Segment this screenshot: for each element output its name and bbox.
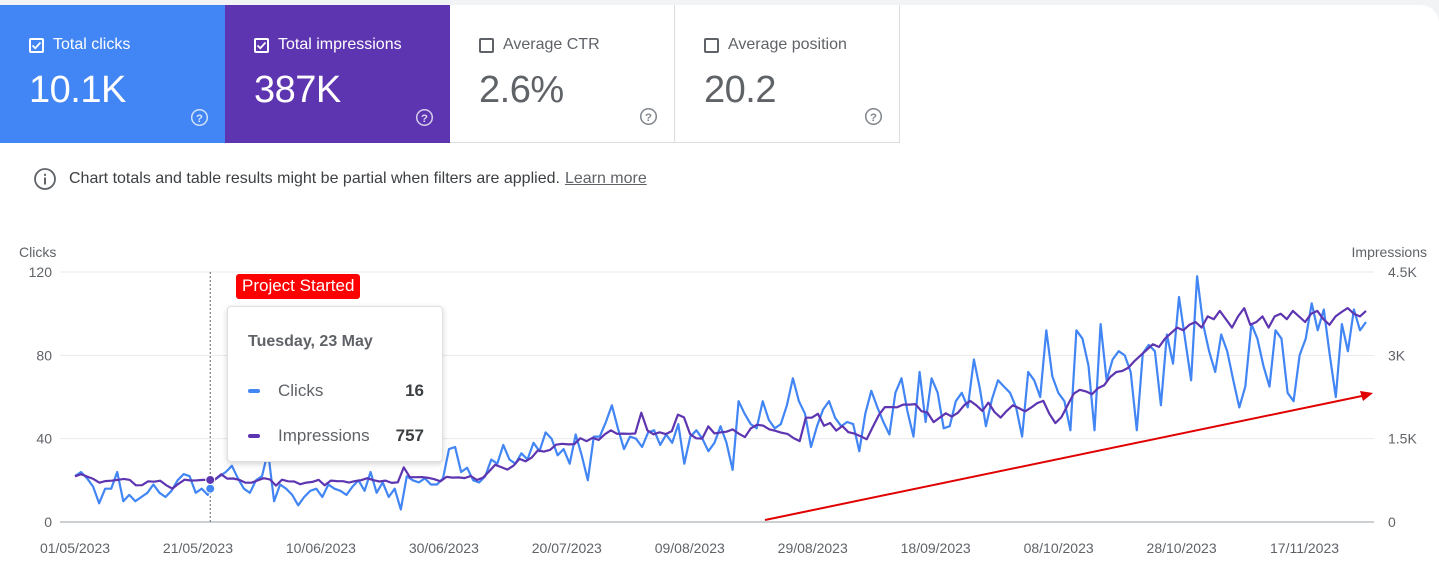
info-icon: [34, 168, 56, 190]
svg-text:?: ?: [870, 112, 877, 124]
y-right-tick-label: 0: [1388, 514, 1396, 530]
y-left-axis-label: Clicks: [19, 244, 56, 260]
tooltip-value: 16: [405, 381, 424, 400]
filter-notice: Chart totals and table results might be …: [33, 167, 647, 191]
metric-card-average-ctr[interactable]: Average CTR 2.6% ?: [450, 5, 675, 143]
hover-point-clicks: [205, 483, 216, 494]
x-tick-label: 17/11/2023: [1270, 540, 1339, 556]
metric-value: 10.1K: [29, 69, 126, 111]
help-icon[interactable]: ?: [415, 108, 434, 127]
legend-swatch-clicks: [248, 389, 260, 393]
metric-card-average-position[interactable]: Average position 20.2 ?: [675, 5, 900, 143]
metric-value: 2.6%: [479, 69, 564, 111]
notice-text: Chart totals and table results might be …: [69, 170, 560, 187]
help-icon[interactable]: ?: [864, 107, 883, 126]
help-icon[interactable]: ?: [190, 108, 209, 127]
tooltip-label: Impressions: [278, 426, 370, 445]
trend-arrow-line: [764, 395, 1363, 521]
metric-cards: Total clicks 10.1K ? Total impressions 3…: [0, 5, 900, 143]
svg-text:?: ?: [645, 112, 652, 124]
metric-card-header: Average CTR: [479, 36, 600, 54]
metric-value: 20.2: [704, 69, 776, 111]
learn-more-link[interactable]: Learn more: [564, 170, 647, 187]
x-tick-label: 28/10/2023: [1147, 540, 1217, 556]
x-tick-label: 20/07/2023: [532, 540, 602, 556]
metric-label: Total clicks: [53, 36, 131, 53]
hover-point-impressions: [205, 474, 216, 485]
metric-card-header: Total clicks: [29, 36, 130, 54]
tooltip-row-impressions: Impressions 757: [248, 426, 424, 446]
svg-text:?: ?: [196, 113, 203, 125]
tooltip-label: Clicks: [278, 381, 324, 400]
tooltip-row-clicks: Clicks 16: [248, 381, 424, 401]
tooltip-date: Tuesday, 23 May: [248, 333, 373, 350]
checkbox-checked-icon[interactable]: [29, 37, 44, 53]
metric-card-header: Total impressions: [254, 36, 402, 54]
metric-card-header: Average position: [704, 36, 847, 54]
x-tick-label: 09/08/2023: [655, 540, 725, 556]
y-right-tick-label: 1.5K: [1388, 431, 1417, 447]
metric-label: Average CTR: [503, 36, 600, 53]
metric-label: Total impressions: [278, 36, 402, 53]
trend-arrow-head: [1360, 391, 1373, 401]
checkbox-checked-icon[interactable]: [254, 37, 269, 53]
y-left-tick-label: 0: [44, 514, 52, 530]
x-tick-label: 10/06/2023: [286, 540, 356, 556]
y-left-tick-label: 120: [29, 264, 53, 280]
x-tick-label: 18/09/2023: [901, 540, 971, 556]
series-line-impressions: [74, 307, 1367, 490]
x-tick-label: 01/05/2023: [40, 540, 110, 556]
y-left-tick-label: 80: [36, 347, 52, 363]
tooltip-value: 757: [395, 426, 424, 445]
legend-swatch-impressions: [248, 434, 260, 438]
x-tick-label: 30/06/2023: [409, 540, 479, 556]
project-started-annotation: Project Started: [236, 274, 361, 299]
metric-card-total-impressions[interactable]: Total impressions 387K ?: [225, 5, 450, 143]
y-right-tick-label: 4.5K: [1388, 264, 1417, 280]
x-tick-label: 21/05/2023: [163, 540, 233, 556]
x-tick-label: 29/08/2023: [778, 540, 848, 556]
checkbox-unchecked-icon[interactable]: [704, 37, 719, 53]
checkbox-unchecked-icon[interactable]: [479, 37, 494, 53]
y-left-tick-label: 40: [36, 431, 52, 447]
x-tick-label: 08/10/2023: [1024, 540, 1094, 556]
y-right-tick-label: 3K: [1388, 347, 1406, 363]
chart-tooltip: Tuesday, 23 May Clicks 16 Impressions 75…: [227, 306, 443, 462]
metric-label: Average position: [728, 36, 847, 53]
help-icon[interactable]: ?: [639, 107, 658, 126]
y-right-axis-label: Impressions: [1352, 244, 1427, 260]
metric-value: 387K: [254, 69, 341, 111]
svg-text:?: ?: [421, 113, 428, 125]
metric-card-total-clicks[interactable]: Total clicks 10.1K ?: [0, 5, 225, 143]
